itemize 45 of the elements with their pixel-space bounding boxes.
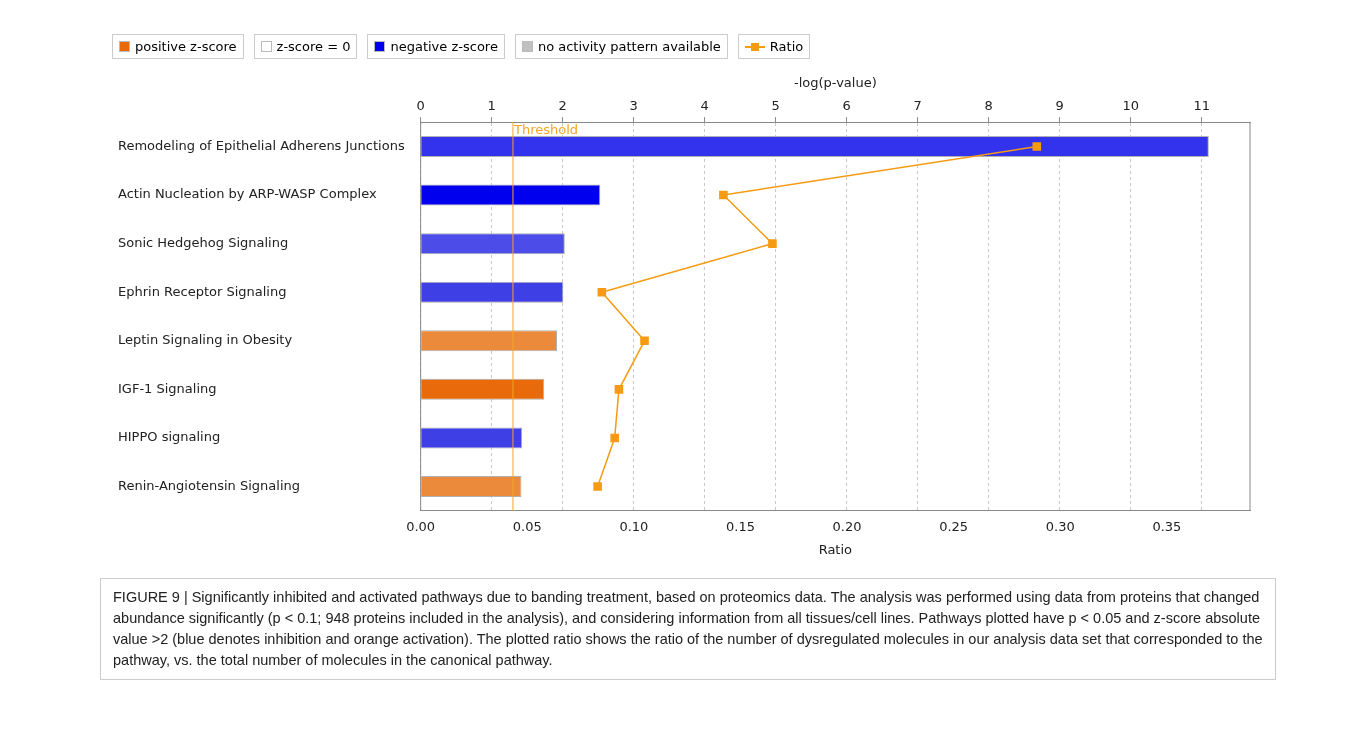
x2-tick-label: 10 (1122, 97, 1139, 113)
point (614, 385, 624, 394)
x-tick-label: 0.30 (1045, 518, 1075, 534)
point (768, 239, 777, 248)
x2-tick-label: 6 (842, 97, 851, 113)
point (719, 190, 728, 200)
x-tick-label: 0.05 (512, 518, 542, 534)
x-tick-label: 0.15 (725, 518, 755, 534)
x2-tick-label: 9 (1055, 97, 1064, 113)
caption: FIGURE 9 | Significantly inhibited and activated pathways due to banding treatment, based on proteomics data. The analysis was performed using data from proteins that changed abundance significantly (p < 0.1; 948 proteins included in the analysis), and considering information from all tissues/cell lines. Pathways plotted have p < 0.05 and z-score absolute value >2 (blue denotes inhibition and orange activation). The plotted ratio shows the ratio of the number of dysregulated molecules in our analysis data set that corresponded to the pathway, vs. the total number of molecules in the canonical pathway. (113, 588, 1263, 670)
point (597, 287, 607, 297)
legend-label: positive z-score (135, 39, 237, 54)
x2-tick-label: 3 (629, 97, 638, 113)
x2-tick-label: 2 (558, 97, 567, 113)
y-tick-label: Ephrin Receptor Signaling (118, 283, 287, 299)
x2-tick-label: 5 (771, 97, 780, 113)
x2-tick-label: 4 (700, 97, 709, 113)
y-tick-label: Renin-Angiotensin Signaling (118, 477, 301, 493)
y-tick-label: Sonic Hedgehog Signaling (118, 235, 289, 251)
legend-label: Ratio (769, 39, 804, 54)
y-tick-label: Actin Nucleation by ARP-WASP Complex (118, 186, 377, 202)
x2-tick-label: 8 (984, 97, 993, 113)
x-tick-label: 0.35 (1152, 518, 1182, 534)
y-tick-label: Remodeling of Epithelial Adherens Junctions (118, 137, 405, 153)
x2-tick-label: 7 (913, 97, 922, 113)
y-tick-label: HIPPO signaling (118, 429, 221, 445)
x2-tick-label: 11 (1193, 97, 1210, 113)
point (1032, 142, 1042, 151)
point (610, 433, 619, 443)
y-tick-label: IGF-1 Signaling (118, 380, 217, 396)
x-axis-title: Ratio (818, 541, 853, 557)
x2-tick-label: 1 (487, 97, 496, 113)
point (640, 336, 649, 346)
x-tick-label: 0.25 (939, 518, 969, 534)
x-tick-label: 0.10 (619, 518, 649, 534)
y-tick-label: Leptin Signaling in Obesity (118, 332, 293, 348)
legend-label: no activity pattern available (537, 39, 721, 54)
legend-label: negative z-score (390, 39, 498, 54)
point (593, 482, 602, 491)
x-tick-label: 0.00 (406, 518, 436, 534)
legend-label: z-score = 0 (276, 39, 351, 54)
x-tick-label: 0.20 (832, 518, 862, 534)
x2-tick-label: 0 (416, 97, 425, 113)
x2-axis-title: -log(p-value) (793, 75, 877, 91)
ref-line-label: Threshold (512, 122, 579, 138)
